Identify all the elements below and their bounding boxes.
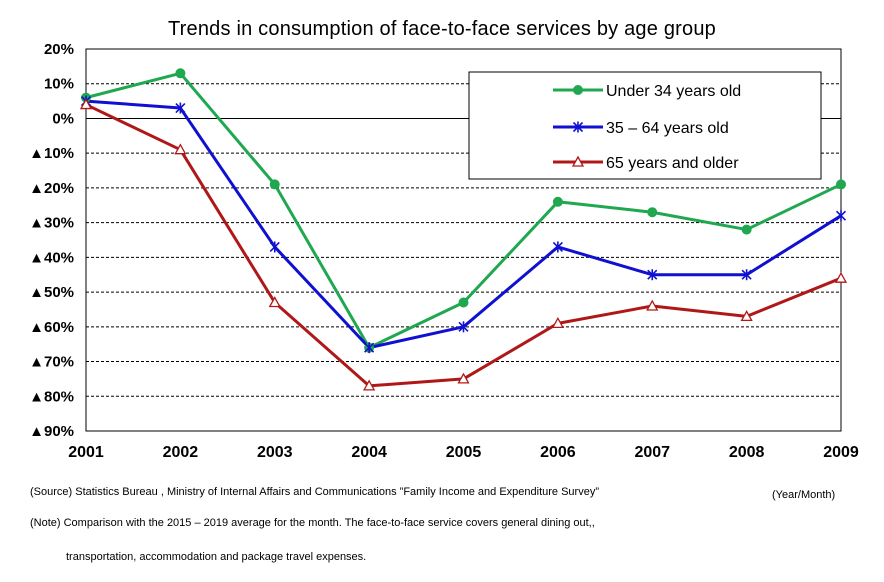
- legend: Under 34 years old 35 – 64 years old 65 ye…: [468, 71, 822, 180]
- data-point-circle: [552, 196, 563, 207]
- data-point-triangle: [740, 310, 753, 322]
- data-point-circle: [175, 68, 186, 79]
- data-point-circle: [741, 224, 752, 235]
- data-point-triangle: [457, 372, 470, 384]
- x-tick-label: 2007: [634, 444, 670, 461]
- y-tick-label: ▲20%: [29, 180, 74, 197]
- x-tick-label: 2001: [68, 444, 104, 461]
- data-point-star: [269, 241, 280, 253]
- data-point-triangle: [646, 299, 659, 311]
- data-point-triangle: [834, 271, 848, 283]
- data-point-star: [741, 269, 752, 281]
- y-tick-label: 10%: [44, 76, 74, 93]
- series-markers: [79, 68, 848, 391]
- data-point-triangle: [268, 296, 281, 308]
- x-tick-label: 2002: [163, 444, 199, 461]
- data-point-star: [364, 342, 375, 354]
- data-point-star: [552, 241, 563, 253]
- note-line-1: (Note) Comparison with the 2015 – 2019 a…: [30, 517, 595, 529]
- y-tick-label: ▲90%: [29, 423, 74, 440]
- plot-area-border: [85, 48, 842, 432]
- chart-title: Trends in consumption of face-to-face se…: [167, 18, 716, 40]
- y-tick-label: ▲50%: [29, 284, 74, 301]
- axes: [85, 48, 842, 432]
- data-point-star: [647, 269, 658, 281]
- data-point-star: [458, 321, 469, 333]
- x-tick-label: 2006: [540, 444, 576, 461]
- data-point-star: [835, 210, 847, 222]
- legend-label: 65 years and older: [606, 155, 739, 172]
- x-tick-label: 2003: [257, 444, 293, 461]
- data-point-circle: [836, 179, 846, 190]
- x-tick-label: 2005: [446, 444, 482, 461]
- x-tick-labels: 2001 2002 2003 2004 2005 2006 2007 2008 2009: [68, 444, 859, 461]
- data-point-triangle: [571, 155, 585, 167]
- y-tick-label: ▲60%: [29, 319, 74, 336]
- legend-label: Under 34 years old: [606, 83, 741, 100]
- legend-box: [468, 71, 822, 180]
- y-tick-label: ▲70%: [29, 354, 74, 371]
- data-point-star: [175, 102, 186, 114]
- y-tick-label: ▲10%: [29, 145, 74, 162]
- x-tick-label: 2004: [351, 444, 387, 461]
- y-tick-label: ▲30%: [29, 215, 74, 232]
- data-point-circle: [458, 297, 469, 308]
- y-tick-label: 20%: [44, 41, 74, 58]
- data-point-triangle: [79, 98, 93, 110]
- y-tick-label: 0%: [52, 110, 74, 127]
- x-tick-label: 2009: [823, 444, 859, 461]
- source-note: (Source) Statistics Bureau , Ministry of…: [30, 486, 599, 498]
- data-point-circle: [573, 85, 583, 95]
- data-point-circle: [269, 179, 280, 190]
- data-point-circle: [647, 207, 658, 218]
- x-tick-label: 2008: [729, 444, 765, 461]
- data-point-triangle: [174, 143, 187, 155]
- data-point-triangle: [551, 317, 564, 328]
- data-point-star: [572, 121, 584, 133]
- data-point-triangle: [363, 379, 376, 391]
- y-tick-label: ▲40%: [29, 249, 74, 266]
- note-line-2: transportation, accommodation and packag…: [66, 551, 367, 563]
- y-tick-labels: 20% 10% 0% ▲10% ▲20% ▲30% ▲40% ▲50% ▲60% ▲70% ▲80%…: [29, 41, 74, 440]
- y-tick-label: ▲80%: [29, 388, 74, 405]
- legend-label: 35 – 64 years old: [606, 120, 729, 137]
- x-axis-unit-label: (Year/Month): [772, 489, 836, 501]
